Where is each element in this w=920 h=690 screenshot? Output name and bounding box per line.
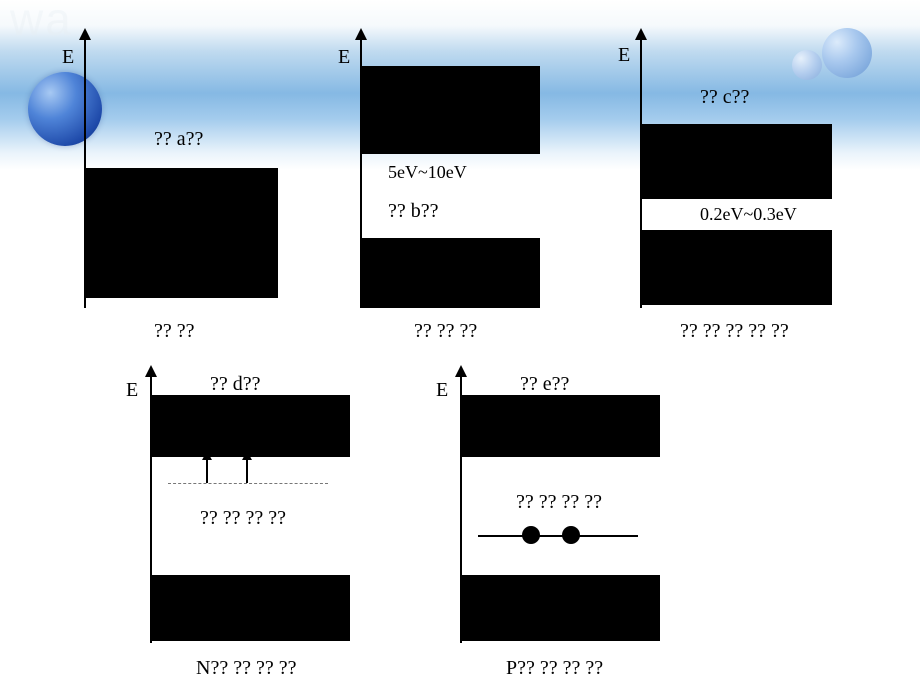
panel-b: E 5eV~10eV ?? b?? ?? ?? ?? — [360, 28, 550, 358]
panel-b-gap-text: 5eV~10eV — [388, 162, 467, 183]
panel-c-lower-band — [642, 230, 832, 305]
panel-b-caption: ?? ?? ?? — [414, 320, 477, 343]
panel-e-caption: P?? ?? ?? ?? — [506, 657, 603, 680]
panel-d-donor-arrow-icon — [246, 459, 248, 483]
panel-a-caption: ?? ?? — [154, 320, 195, 343]
panel-a-band — [86, 168, 278, 298]
panel-a: E ?? a?? ?? ?? — [84, 28, 284, 358]
panel-d-upper-band — [152, 395, 350, 457]
panel-d-mid-text: ?? ?? ?? ?? — [200, 507, 286, 530]
panel-b-lower-band — [362, 238, 540, 308]
panel-e-acceptor-line — [478, 535, 638, 537]
panel-d-label: ?? d?? — [210, 373, 261, 396]
panel-d-lower-band — [152, 575, 350, 641]
panel-c-label: ?? c?? — [700, 86, 749, 109]
panel-e-lower-band — [462, 575, 660, 641]
panel-e-mid-text: ?? ?? ?? ?? — [516, 491, 602, 514]
axis-label: E — [62, 46, 74, 69]
panel-c-caption: ?? ?? ?? ?? ?? — [680, 320, 789, 343]
panel-e-hole-icon — [522, 526, 540, 544]
panel-d-donor-line — [168, 483, 328, 484]
panel-c-upper-band — [642, 124, 832, 199]
panel-d-donor-arrow-icon — [206, 459, 208, 483]
panel-e-label: ?? e?? — [520, 373, 569, 396]
panel-d-caption: N?? ?? ?? ?? — [196, 657, 296, 680]
axis-label: E — [436, 379, 448, 402]
diagram-stage: E ?? a?? ?? ?? E 5eV~10eV ?? b?? ?? ?? ?… — [0, 0, 920, 690]
panel-b-label: ?? b?? — [388, 200, 439, 223]
panel-a-label: ?? a?? — [154, 128, 203, 151]
axis-label: E — [338, 46, 350, 69]
panel-e-hole-icon — [562, 526, 580, 544]
panel-c-gap-text: 0.2eV~0.3eV — [700, 204, 797, 225]
panel-b-upper-band — [362, 66, 540, 154]
panel-d: E ?? d?? ?? ?? ?? ?? N?? ?? ?? ?? — [150, 375, 370, 685]
panel-e: E ?? e?? ?? ?? ?? ?? P?? ?? ?? ?? — [460, 375, 680, 685]
axis-label: E — [126, 379, 138, 402]
panel-c: E ?? c?? 0.2eV~0.3eV ?? ?? ?? ?? ?? — [640, 28, 880, 358]
axis-label: E — [618, 44, 630, 67]
panel-e-upper-band — [462, 395, 660, 457]
